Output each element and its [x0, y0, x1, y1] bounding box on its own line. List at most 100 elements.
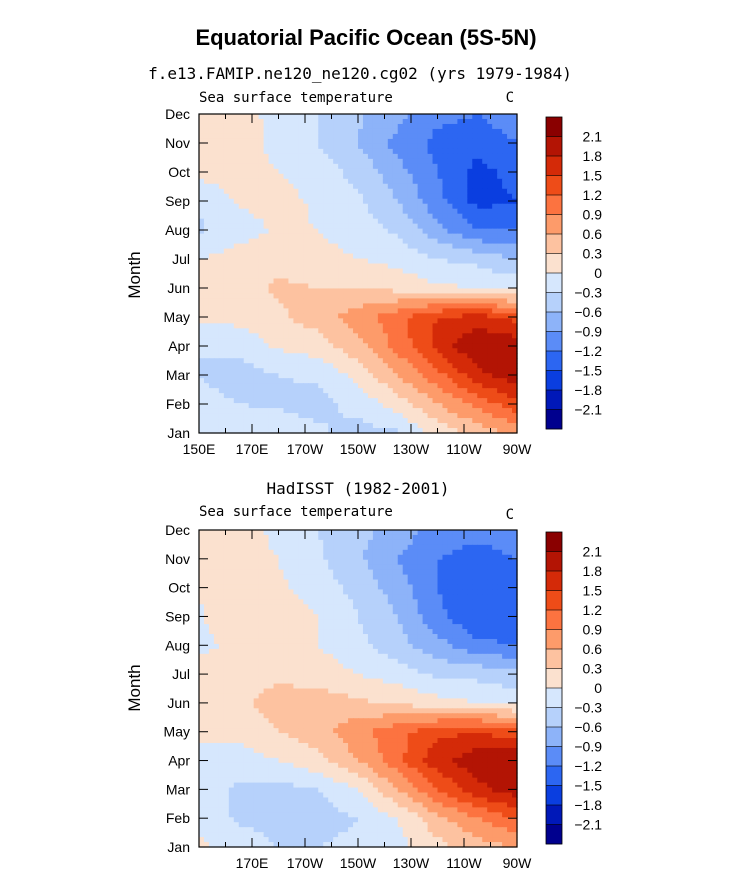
heatmap-cell: [338, 118, 344, 125]
heatmap-cell: [482, 228, 488, 235]
heatmap-cell: [407, 168, 414, 175]
heatmap-cell: [502, 173, 508, 180]
heatmap-cell: [492, 263, 498, 270]
heatmap-cell: [313, 530, 319, 536]
heatmap-cell: [432, 118, 439, 125]
heatmap-cell: [283, 408, 290, 414]
heatmap-cell: [497, 544, 503, 551]
heatmap-cell: [293, 293, 299, 300]
heatmap-cell: [482, 363, 488, 369]
heatmap-cell: [338, 193, 344, 200]
heatmap-cell: [362, 133, 369, 140]
heatmap-cell: [447, 288, 454, 295]
heatmap-cell: [462, 128, 468, 135]
heatmap-cell: [323, 168, 329, 175]
heatmap-cell: [372, 428, 379, 434]
heatmap-cell: [392, 383, 399, 389]
heatmap-cell: [213, 413, 220, 419]
heatmap-cell: [288, 183, 295, 190]
heatmap-cell: [253, 208, 260, 215]
heatmap-cell: [437, 114, 444, 120]
heatmap-cell: [208, 544, 215, 551]
heatmap-cell: [288, 378, 295, 384]
heatmap-cell: [492, 253, 498, 260]
heatmap-cell: [203, 539, 210, 546]
heatmap-cell: [462, 413, 468, 419]
heatmap-cell: [358, 574, 364, 581]
heatmap-cell: [497, 133, 503, 140]
heatmap-cell: [442, 363, 449, 369]
heatmap-cell: [452, 313, 458, 319]
heatmap-cell: [512, 348, 518, 354]
heatmap-cell: [353, 584, 359, 591]
heatmap-cell: [233, 248, 240, 255]
heatmap-cell: [313, 579, 319, 586]
heatmap-cell: [328, 218, 334, 225]
heatmap-cell: [457, 288, 463, 295]
heatmap-cell: [263, 233, 270, 240]
heatmap-cell: [323, 569, 329, 576]
panel-obs-title: HadISST (1982-2001): [266, 479, 449, 498]
heatmap-cell: [213, 539, 220, 546]
heatmap-cell: [223, 238, 230, 245]
heatmap-cell: [223, 118, 230, 125]
heatmap-cell: [358, 208, 364, 215]
heatmap-cell: [427, 248, 434, 255]
heatmap-cell: [283, 153, 290, 160]
heatmap-cell: [497, 569, 503, 576]
heatmap-cell: [203, 238, 210, 245]
heatmap-cell: [213, 303, 220, 309]
heatmap-cell: [338, 418, 344, 424]
heatmap-cell: [467, 343, 473, 349]
heatmap-cell: [377, 333, 384, 339]
heatmap-cell: [427, 353, 434, 359]
heatmap-cell: [382, 138, 389, 145]
heatmap-cell: [253, 408, 260, 414]
heatmap-cell: [298, 183, 304, 190]
heatmap-cell: [223, 534, 230, 541]
heatmap-cell: [442, 283, 449, 290]
heatmap-cell: [442, 584, 449, 591]
heatmap-cell: [233, 338, 240, 344]
heatmap-cell: [313, 278, 319, 285]
heatmap-cell: [447, 183, 454, 190]
heatmap-cell: [472, 178, 478, 185]
heatmap-cell: [243, 213, 250, 220]
heatmap-cell: [472, 569, 478, 576]
heatmap-cell: [362, 233, 369, 240]
heatmap-cell: [358, 544, 364, 551]
heatmap-cell: [417, 168, 424, 175]
heatmap-cell: [382, 428, 389, 434]
heatmap-cell: [402, 123, 409, 130]
heatmap-cell: [313, 383, 319, 389]
heatmap-cell: [382, 333, 389, 339]
heatmap-cell: [432, 233, 439, 240]
heatmap-cell: [367, 308, 374, 314]
heatmap-cell: [457, 579, 463, 586]
heatmap-cell: [303, 423, 309, 429]
heatmap-cell: [348, 398, 354, 404]
heatmap-cell: [467, 574, 473, 581]
heatmap-cell: [348, 243, 354, 250]
heatmap-cell: [328, 428, 334, 434]
heatmap-cell: [407, 218, 414, 225]
heatmap-cell: [497, 143, 503, 150]
heatmap-cell: [263, 303, 270, 309]
heatmap-cell: [487, 273, 493, 280]
heatmap-cell: [253, 398, 260, 404]
heatmap-cell: [223, 358, 230, 364]
heatmap-cell: [457, 263, 463, 270]
heatmap-cell: [238, 303, 245, 309]
heatmap-cell: [303, 198, 309, 205]
heatmap-cell: [417, 203, 424, 210]
heatmap-cell: [462, 173, 468, 180]
heatmap-cell: [353, 183, 359, 190]
heatmap-cell: [358, 564, 364, 571]
heatmap-cell: [348, 193, 354, 200]
heatmap-cell: [362, 163, 369, 170]
heatmap-cell: [258, 118, 265, 125]
heatmap-cell: [288, 534, 295, 541]
heatmap-cell: [293, 148, 299, 155]
heatmap-cell: [412, 208, 419, 215]
heatmap-cell: [437, 263, 444, 270]
